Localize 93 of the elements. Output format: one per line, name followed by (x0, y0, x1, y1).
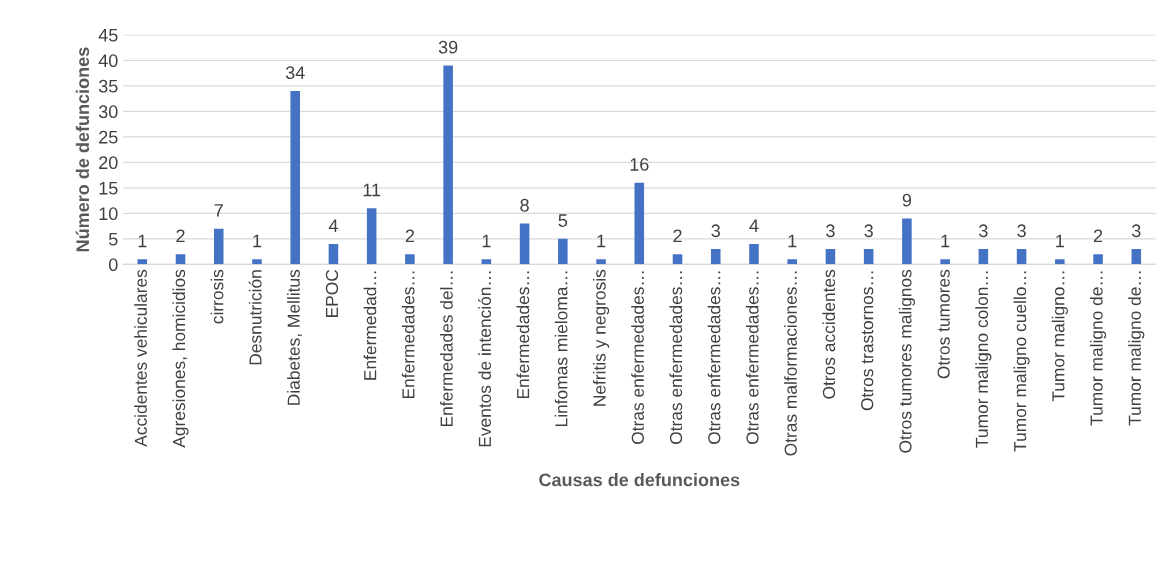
y-tick-label: 40 (98, 54, 118, 68)
bar (558, 238, 568, 265)
data-label: 1 (1056, 234, 1064, 248)
bar (710, 249, 721, 265)
bar (863, 249, 874, 265)
x-tick-label: Enfermedad… (363, 271, 377, 380)
bar (978, 249, 989, 265)
data-label: 16 (630, 158, 649, 171)
y-tick-label: 45 (98, 28, 118, 42)
x-tick-label: Tumor maligno de… (1128, 271, 1145, 426)
x-tick-label: Otros tumores (937, 269, 950, 379)
data-label: 1 (597, 234, 606, 248)
x-tick-label: EPOC (325, 269, 339, 317)
data-label: 4 (749, 219, 759, 232)
bar (481, 259, 492, 265)
bar (634, 182, 645, 265)
data-label: 34 (285, 66, 305, 80)
y-tick-label: 0 (108, 258, 118, 272)
x-tick-label: Tumor maligno colon… (975, 271, 992, 448)
y-tick-label: 10 (99, 207, 118, 221)
data-label: 2 (405, 229, 415, 243)
bar (1055, 259, 1065, 265)
bar (672, 254, 683, 265)
x-tick-label: Eventos de intención… (478, 271, 492, 447)
x-tick-label: Tumor maligno… (1051, 271, 1068, 402)
x-tick-label: Diabetes, Mellitus (287, 269, 302, 405)
x-tick-label: Accidentes vehiculares (134, 269, 147, 447)
x-tick-label: Enfermedades del… (440, 271, 453, 427)
y-axis-title: Número de defunciones (75, 47, 90, 252)
data-label: 3 (1017, 224, 1026, 238)
y-tick-label: 25 (99, 130, 118, 144)
data-label: 2 (176, 229, 185, 243)
data-label: 1 (253, 234, 262, 248)
data-label: 4 (328, 219, 338, 232)
data-label: 5 (558, 214, 568, 227)
x-tick-label: Agresiones, homicidios (172, 269, 189, 448)
x-tick-label: Otras enfermedades… (631, 271, 644, 444)
x-tick-label: Tumor maligno de… (1089, 271, 1107, 426)
bar (175, 254, 186, 265)
data-label: 7 (214, 204, 223, 217)
x-tick-label: Otras enfermedades… (669, 271, 683, 444)
bar (405, 254, 415, 265)
data-label: 39 (438, 40, 458, 54)
bar (1016, 249, 1027, 265)
x-tick-label: Tumor maligno cuello… (1013, 271, 1030, 452)
data-label: 1 (138, 234, 147, 248)
bar (902, 218, 912, 265)
data-label: 3 (864, 224, 873, 238)
bar (519, 223, 530, 265)
bar (366, 208, 377, 265)
x-tick-label: Desnutrición (248, 270, 262, 365)
bar (749, 243, 759, 265)
x-tick-label: Otras enfermedades… (745, 271, 759, 444)
x-tick-label: Otros accidentes (822, 269, 836, 399)
x-tick-label: Otras enfermedades… (707, 271, 721, 444)
x-tick-label: Enfermedades… (516, 271, 530, 399)
x-tick-label: Otros trastornos… (861, 271, 874, 411)
data-label: 8 (520, 198, 529, 212)
data-label: 3 (711, 224, 720, 238)
bar (252, 259, 262, 265)
bar (213, 228, 224, 265)
x-tick-label: Linfomas mieloma… (554, 271, 568, 427)
data-label: 3 (1131, 224, 1141, 238)
x-tick-label: cirrosis (210, 269, 224, 324)
y-tick-label: 30 (98, 105, 118, 119)
bar (940, 259, 950, 265)
bar (825, 249, 836, 265)
x-tick-label: Enfermedades… (401, 271, 415, 399)
bar (787, 259, 797, 265)
bar (328, 243, 339, 265)
data-label: 2 (673, 229, 682, 243)
data-label: 3 (826, 224, 835, 238)
y-tick-label: 5 (108, 232, 118, 246)
bar (1093, 254, 1103, 265)
data-label: 9 (902, 193, 912, 207)
y-tick-label: 15 (99, 181, 118, 195)
data-label: 2 (1093, 229, 1103, 243)
data-label: 1 (788, 234, 797, 248)
bar (1131, 249, 1142, 265)
x-axis-title: Causas de defunciones (539, 473, 740, 487)
bar (137, 259, 148, 265)
x-tick-label: Otras malformaciones… (784, 271, 797, 456)
y-tick-label: 35 (98, 79, 118, 93)
data-label: 1 (482, 234, 491, 248)
y-tick-label: 20 (99, 156, 118, 170)
bar (443, 65, 453, 265)
x-tick-label: Nefritis y negrosis (592, 269, 610, 406)
bar (290, 90, 300, 265)
data-label: 1 (941, 234, 950, 248)
x-tick-label: Otros tumores malignos (898, 269, 915, 453)
bar (596, 259, 606, 265)
data-label: 11 (363, 183, 381, 197)
data-label: 3 (979, 224, 988, 238)
